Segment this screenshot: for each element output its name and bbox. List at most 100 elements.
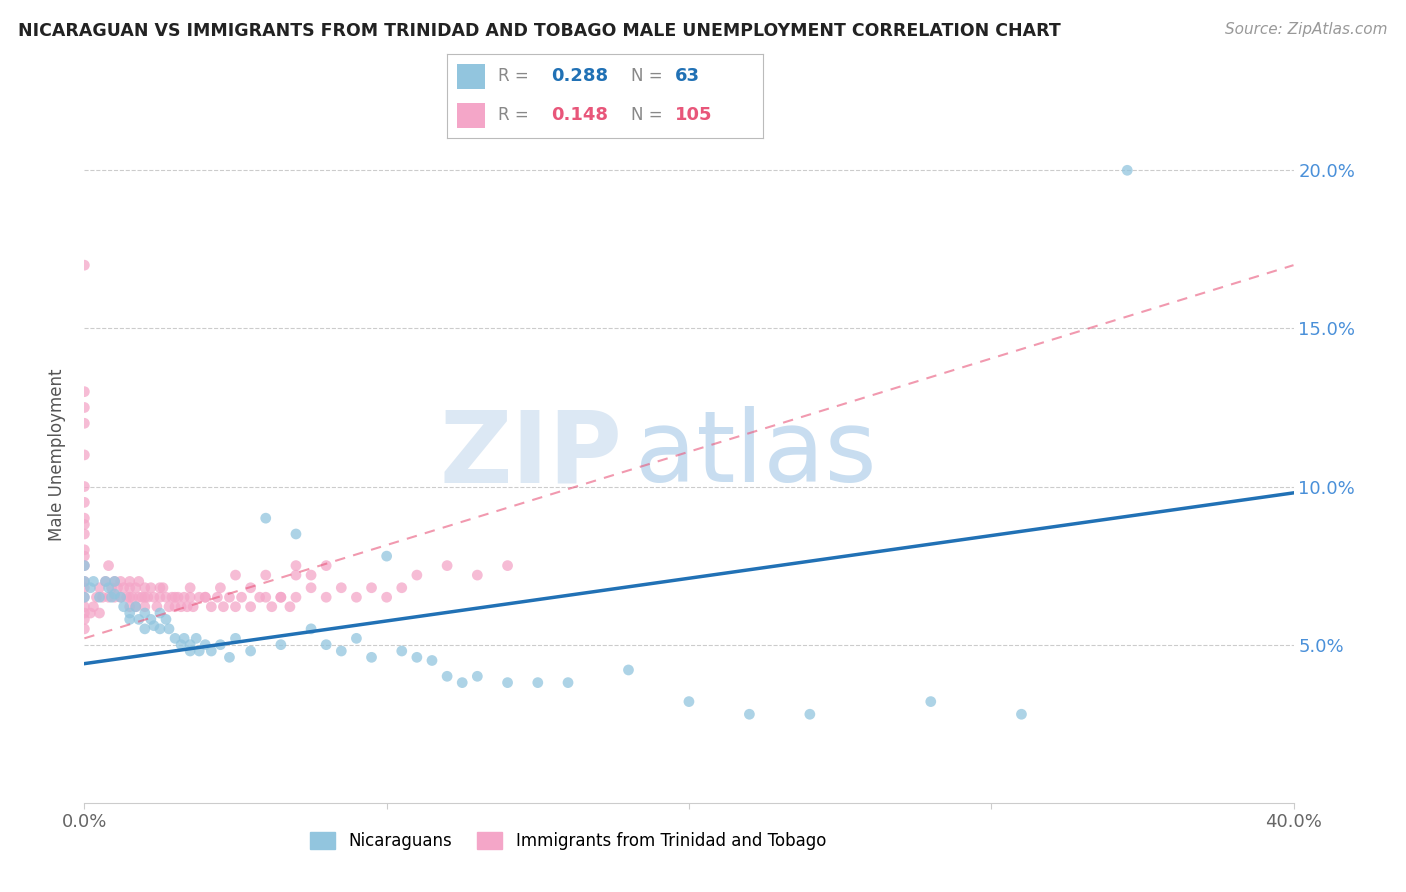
Point [188,591,211,605]
Point [270,591,292,605]
Point [179,591,201,605]
Point [406,568,429,582]
Point [91,591,114,605]
Y-axis label: Male Unemployment: Male Unemployment [48,368,66,541]
Point [496,558,519,573]
Point [125,599,148,614]
Point [451,675,474,690]
Point [231,591,253,605]
Point [496,675,519,690]
Point [194,638,217,652]
Point [225,599,247,614]
Point [239,644,262,658]
Point [104,574,127,589]
Point [436,558,458,573]
Text: 63: 63 [675,68,700,86]
Point [557,675,579,690]
Point [285,591,308,605]
Point [186,632,208,646]
Point [94,574,117,589]
Point [100,591,122,605]
Point [125,581,148,595]
Point [104,587,127,601]
Point [467,669,489,683]
Point [125,599,148,614]
Point [97,581,120,595]
Text: atlas: atlas [634,407,876,503]
Point [73,606,96,620]
Point [181,599,204,614]
Point [360,581,382,595]
Point [165,591,187,605]
Point [270,591,292,605]
Point [260,599,283,614]
Point [104,591,127,605]
Point [118,599,141,614]
Point [128,591,150,605]
Text: 0.288: 0.288 [551,68,609,86]
Text: N =: N = [630,68,668,86]
Point [73,527,96,541]
Point [225,568,247,582]
Point [315,638,337,652]
Point [136,591,159,605]
Point [315,558,337,573]
Point [299,581,322,595]
Point [157,622,180,636]
Point [79,581,101,595]
Point [112,581,135,595]
FancyBboxPatch shape [457,103,485,128]
Point [799,707,821,722]
Text: 0.148: 0.148 [551,106,609,124]
Point [110,591,132,605]
Point [82,599,104,614]
Point [110,574,132,589]
Point [209,581,232,595]
Point [118,612,141,626]
Point [73,599,96,614]
Point [278,599,301,614]
Point [128,574,150,589]
Point [330,644,353,658]
Point [118,606,141,620]
Point [73,622,96,636]
Point [194,591,217,605]
Point [89,591,111,605]
Point [155,612,177,626]
Point [118,591,141,605]
Point [285,568,308,582]
Point [173,591,195,605]
Point [139,612,162,626]
Text: N =: N = [630,106,668,124]
Point [73,511,96,525]
Text: Source: ZipAtlas.com: Source: ZipAtlas.com [1225,22,1388,37]
Point [149,591,172,605]
Point [89,581,111,595]
Point [112,599,135,614]
Point [170,599,193,614]
Point [79,606,101,620]
Point [285,527,308,541]
Point [134,606,156,620]
Point [218,591,240,605]
Point [73,258,96,272]
Point [920,695,942,709]
Point [391,644,413,658]
Point [173,632,195,646]
Point [218,650,240,665]
Point [89,606,111,620]
Point [330,581,353,595]
Point [165,632,187,646]
Point [176,599,198,614]
Point [121,591,143,605]
Point [94,574,117,589]
Point [131,591,153,605]
Point [194,591,217,605]
Point [73,612,96,626]
Point [1011,707,1033,722]
Point [134,591,156,605]
Point [97,591,120,605]
Point [73,417,96,431]
Point [73,448,96,462]
Point [73,542,96,557]
